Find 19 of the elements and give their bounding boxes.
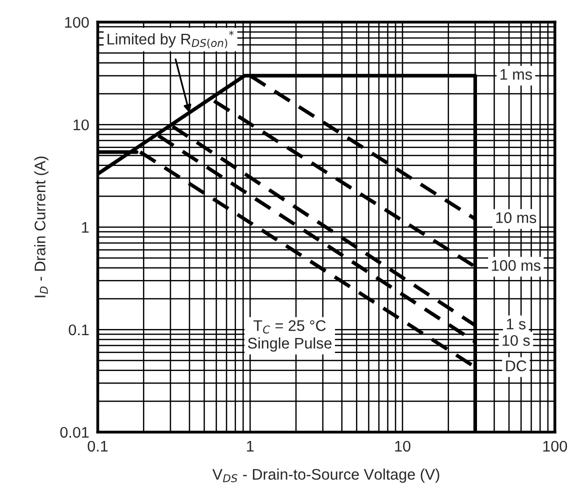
series-label: 1 ms [500,69,532,80]
series-label: 100 ms [492,260,540,271]
y-tick-label: 0.1 [68,324,89,336]
y-tick-label: 100 [65,16,89,28]
text: 1 s [506,318,526,330]
annotation: Limited by R$_{DS(on)}$$^{*}$ [108,30,234,48]
text: DC [506,360,526,372]
x-tick-label: 0.1 [88,440,108,452]
y-tick-label: 10 [74,119,89,130]
y-tick-label: 1 [82,222,89,233]
x-axis-title: V$_{DS}$ - Drain-to-Source Voltage (V) [212,468,440,483]
y-axis-title: I$_{D}$ - Drain Current (A) [34,156,48,298]
x-tick-label: 1 [247,440,254,452]
x-tick-label: 10 [395,440,410,452]
series-label: 10 ms [496,212,536,224]
y-tick-label: 0.01 [60,426,89,438]
series-label: 10 s [502,335,530,346]
annotation: T$_{C}$ = 25 °C Single Pulse [248,320,332,352]
x-tick-label: 100 [543,440,568,452]
